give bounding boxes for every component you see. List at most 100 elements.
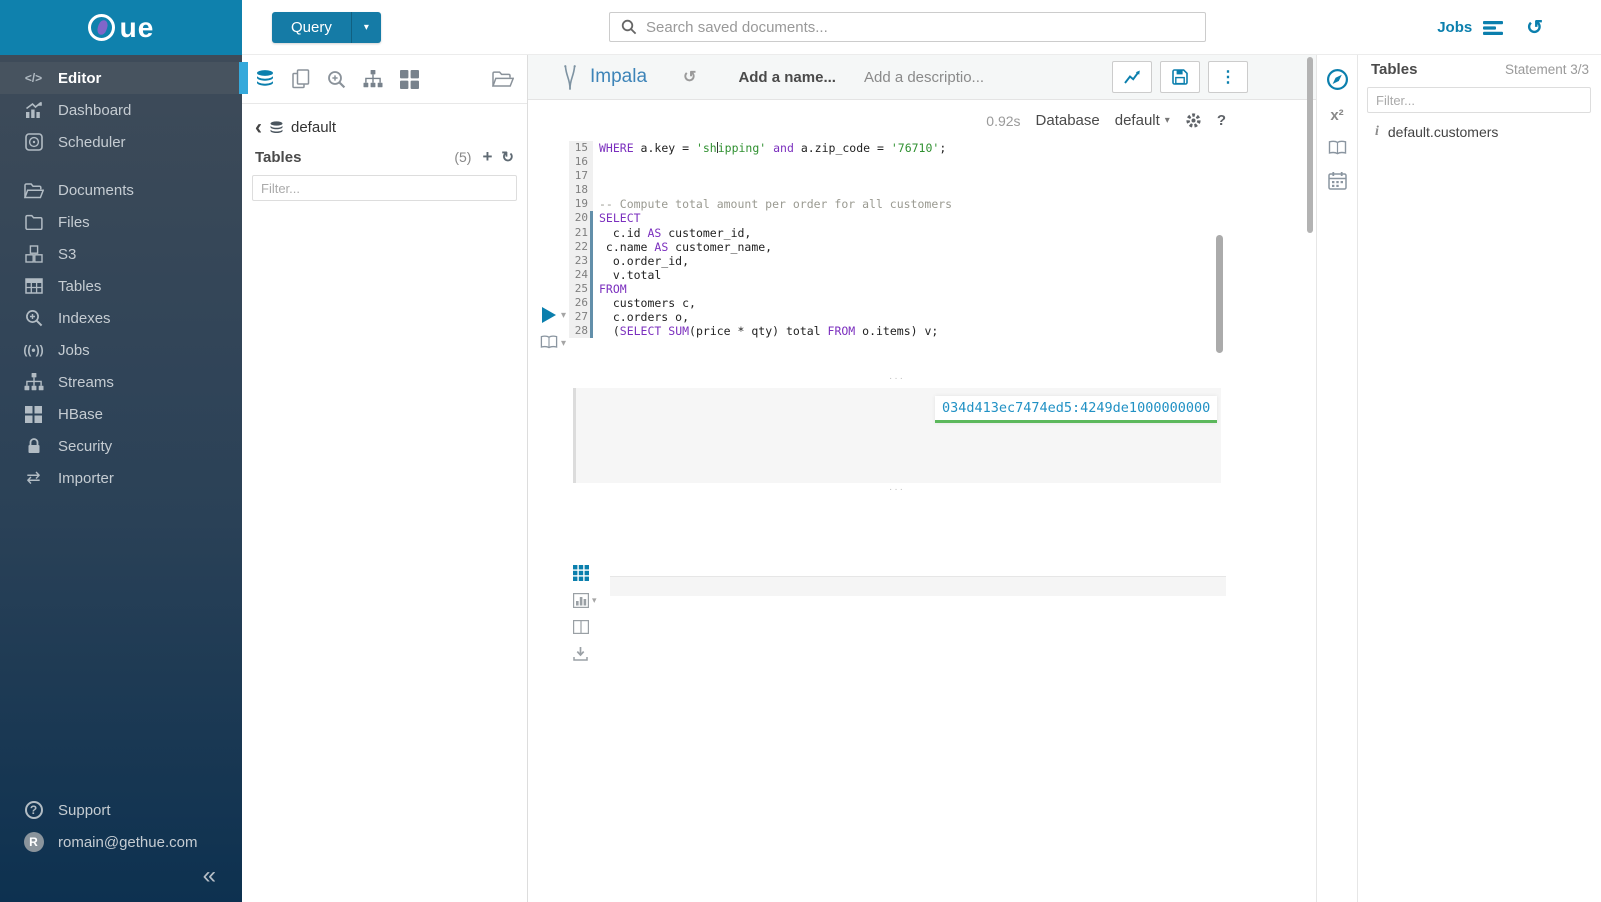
- right-filter-input[interactable]: [1367, 87, 1591, 113]
- more-actions-button[interactable]: ⋮: [1208, 61, 1248, 93]
- history-icon[interactable]: ↺: [1526, 16, 1543, 39]
- sitemap-icon[interactable]: [363, 70, 383, 88]
- results-table: [610, 543, 1226, 596]
- documents-copy-icon[interactable]: [292, 69, 310, 89]
- user-email: romain@gethue.com: [58, 833, 198, 851]
- collapse-icon[interactable]: «: [202, 862, 216, 889]
- right-assist-panel: Tables Statement 3/3 i default.customers: [1357, 55, 1601, 902]
- code-lines: 15 WHERE a.key = 'shipping' and a.zip_cod…: [569, 141, 1316, 339]
- execute-play-button[interactable]: [542, 307, 556, 323]
- functions-icon[interactable]: x²: [1330, 107, 1344, 124]
- folder-open-icon: [22, 182, 45, 199]
- hue-logo[interactable]: ue: [0, 0, 242, 55]
- new-query-button[interactable]: Query ▾: [272, 12, 381, 43]
- search-plus-icon: [22, 309, 45, 327]
- chart-view-icon[interactable]: ▾: [573, 593, 597, 608]
- sidebar-item-label: Tables: [58, 277, 102, 295]
- database-breadcrumb[interactable]: ‹ default: [242, 104, 527, 138]
- refresh-icon[interactable]: ↻: [501, 149, 514, 166]
- lock-icon: [22, 437, 45, 455]
- results-area: ▾: [528, 543, 1316, 902]
- sidebar-item-label: HBase: [58, 405, 104, 423]
- editor-subheader: 0.92s Database default ▾ ?: [528, 100, 1316, 141]
- sidebar-item-label: Dashboard: [58, 101, 132, 119]
- tables-title: Tables: [255, 148, 302, 166]
- execute-options-caret-icon[interactable]: ▾: [561, 310, 567, 321]
- active-table-row[interactable]: i default.customers: [1358, 113, 1601, 140]
- projects-folder-icon[interactable]: [492, 70, 514, 88]
- zoom-plus-icon[interactable]: [327, 70, 346, 89]
- query-description-field[interactable]: Add a descriptio...: [863, 68, 985, 86]
- collapse-sidebar-button[interactable]: «: [0, 858, 242, 894]
- chevron-left-icon[interactable]: ‹: [255, 116, 262, 139]
- global-search[interactable]: [609, 12, 1206, 42]
- columns-view-icon[interactable]: [573, 620, 589, 634]
- right-tables-title: Tables: [1371, 61, 1418, 78]
- sidebar-item-indexes[interactable]: Indexes: [0, 302, 242, 334]
- settings-gear-icon[interactable]: [1185, 112, 1202, 129]
- left-nav: </> Editor Dashboard Scheduler Documents: [0, 55, 248, 902]
- database-label: Database: [1035, 112, 1100, 129]
- editor-scrollbar[interactable]: [1216, 235, 1223, 353]
- sidebar-item-support[interactable]: ? Support: [0, 794, 242, 826]
- sidebar-item-label: Importer: [58, 469, 114, 487]
- sidebar-item-hbase[interactable]: HBase: [0, 398, 242, 430]
- query-name-field[interactable]: Add a name...: [738, 68, 836, 86]
- tables-filter[interactable]: [252, 175, 517, 201]
- chart-button[interactable]: [1112, 61, 1152, 93]
- sidebar-item-documents[interactable]: Documents: [0, 174, 242, 206]
- hue-logo-icon: [87, 14, 115, 41]
- sidebar-item-jobs[interactable]: ((•)) Jobs: [0, 334, 242, 366]
- sidebar-item-security[interactable]: Security: [0, 430, 242, 462]
- sidebar-item-importer[interactable]: ⇄ Importer: [0, 462, 242, 494]
- sitemap-icon: [22, 373, 45, 391]
- table-grid-icon: [22, 278, 45, 294]
- apps-grid-icon[interactable]: [400, 69, 419, 89]
- chevron-down-icon: ▾: [1164, 115, 1170, 126]
- broadcast-icon: ((•)): [23, 343, 44, 357]
- help-icon[interactable]: ?: [1216, 112, 1226, 129]
- book-caret-icon[interactable]: ▾: [561, 338, 567, 349]
- database-icon: [269, 120, 284, 136]
- resize-handle[interactable]: ···: [889, 373, 905, 384]
- download-icon[interactable]: [573, 646, 588, 661]
- sidebar-item-user[interactable]: R romain@gethue.com: [0, 826, 242, 858]
- engine-title: Impala: [590, 66, 648, 87]
- left-assist-panel: ‹ default Tables (5) + ↻: [242, 55, 528, 902]
- grid-view-icon[interactable]: [573, 565, 589, 581]
- info-icon[interactable]: i: [1375, 124, 1379, 139]
- sidebar-item-tables[interactable]: Tables: [0, 270, 242, 302]
- search-input[interactable]: [646, 18, 1194, 36]
- job-id-link[interactable]: 034d413ec7474ed5:4249de1000000000: [935, 396, 1218, 423]
- language-reference-icon[interactable]: [1328, 140, 1347, 155]
- sidebar-item-editor[interactable]: </> Editor: [0, 62, 248, 94]
- swap-arrows-icon: ⇄: [26, 468, 41, 487]
- sidebar-item-streams[interactable]: Streams: [0, 366, 242, 398]
- clock-square-icon: [22, 133, 45, 151]
- right-filter[interactable]: [1367, 87, 1591, 113]
- save-button[interactable]: [1160, 61, 1200, 93]
- sidebar-item-s3[interactable]: S3: [0, 238, 242, 270]
- resize-handle[interactable]: ···: [889, 484, 905, 495]
- sidebar-item-dashboard[interactable]: Dashboard: [0, 94, 242, 126]
- chevron-down-icon[interactable]: ▾: [592, 595, 597, 605]
- add-table-icon[interactable]: +: [482, 147, 493, 166]
- jobs-list-icon[interactable]: [1483, 20, 1504, 36]
- page-scrollbar[interactable]: [1307, 57, 1313, 233]
- jobs-label[interactable]: Jobs: [1437, 19, 1473, 36]
- database-name[interactable]: default: [291, 119, 337, 136]
- assist-compass-icon[interactable]: [1326, 68, 1349, 91]
- tables-filter-input[interactable]: [252, 175, 517, 201]
- database-dropdown[interactable]: default ▾: [1115, 112, 1170, 129]
- databases-icon[interactable]: [255, 69, 275, 89]
- support-label: Support: [58, 801, 111, 819]
- reload-history-icon[interactable]: ↺: [683, 69, 697, 86]
- sidebar-item-files[interactable]: Files: [0, 206, 242, 238]
- code-editor[interactable]: 15 WHERE a.key = 'shipping' and a.zip_cod…: [569, 141, 1316, 339]
- jobs-area[interactable]: Jobs ↺: [1437, 0, 1543, 55]
- gutter-book-icon[interactable]: [540, 335, 558, 349]
- active-table-name[interactable]: default.customers: [1387, 124, 1499, 140]
- chevron-down-icon[interactable]: ▾: [363, 22, 369, 33]
- sidebar-item-scheduler[interactable]: Scheduler: [0, 126, 242, 158]
- schedule-calendar-icon[interactable]: [1327, 171, 1347, 190]
